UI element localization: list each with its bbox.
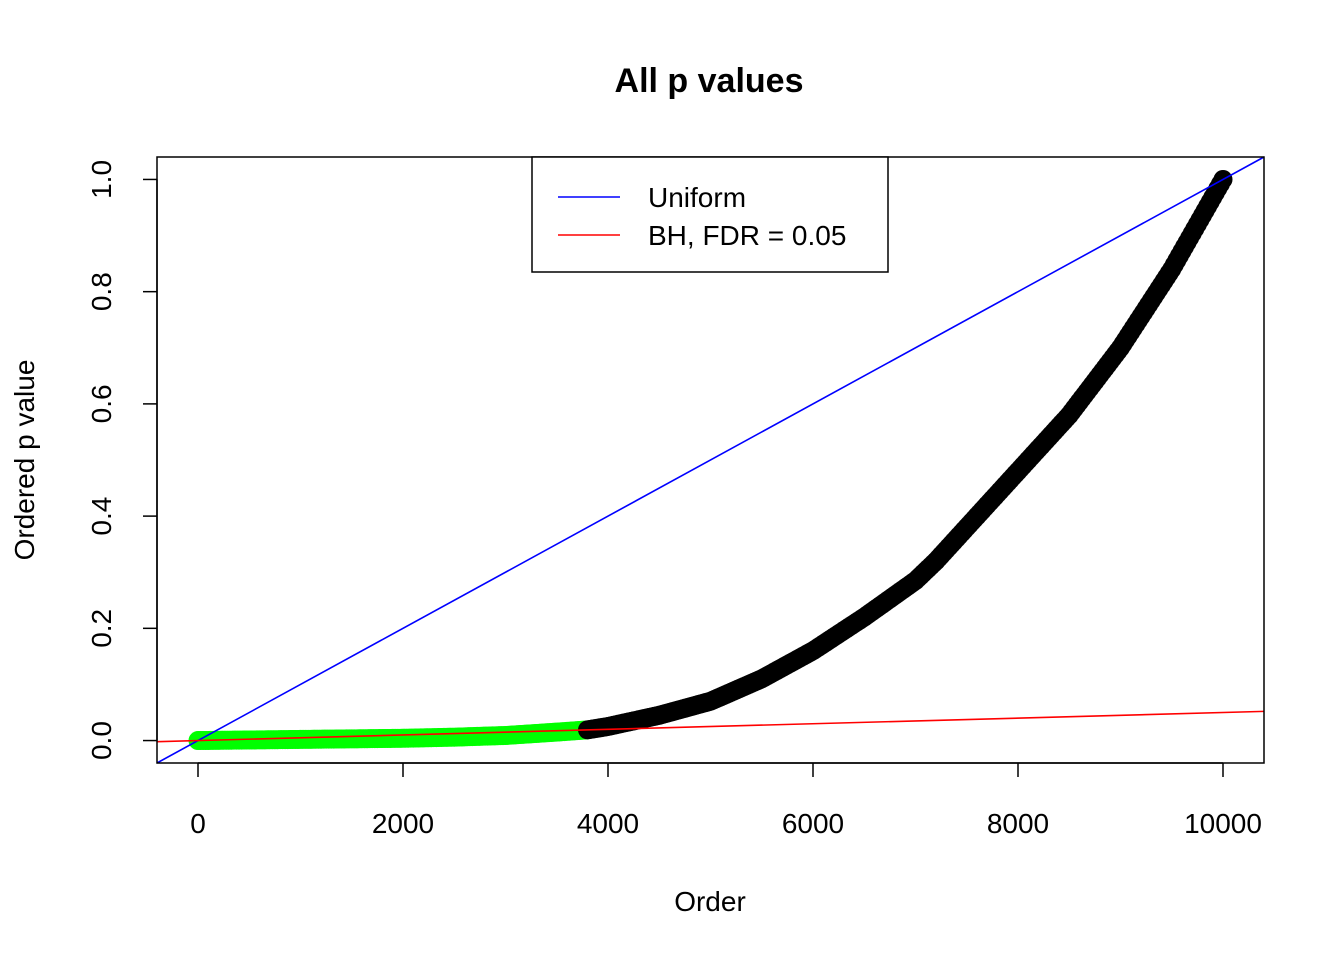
y-tick-label: 0.6 [86,384,117,423]
data-layer [188,169,1233,751]
y-tick-label: 0.8 [86,272,117,311]
x-tick-label: 10000 [1184,808,1262,839]
y-tick-label: 1.0 [86,160,117,199]
y-tick-label: 0.2 [86,609,117,648]
legend-label-uniform: Uniform [648,182,746,213]
x-axis-label: Order [674,886,746,917]
uniform-line [156,156,1265,764]
x-axis: 0 2000 4000 6000 8000 10000 [190,762,1262,839]
x-tick-label: 6000 [782,808,844,839]
x-tick-label: 2000 [372,808,434,839]
legend: Uniform BH, FDR = 0.05 [531,156,889,273]
legend-box [531,156,889,273]
x-tick-label: 4000 [577,808,639,839]
x-tick-label: 8000 [987,808,1049,839]
series-1-points [578,169,1233,740]
y-tick-label: 0.4 [86,497,117,536]
reference-lines [156,156,1265,764]
x-tick-label: 0 [190,808,206,839]
legend-label-bh: BH, FDR = 0.05 [648,220,846,251]
bh-fdr-line [156,710,1265,743]
y-tick-label: 0.0 [86,721,117,760]
chart-title: All p values [615,62,804,100]
y-axis-label: Ordered p value [9,360,40,561]
y-axis: 0.0 0.2 0.4 0.6 0.8 1.0 [86,160,158,760]
